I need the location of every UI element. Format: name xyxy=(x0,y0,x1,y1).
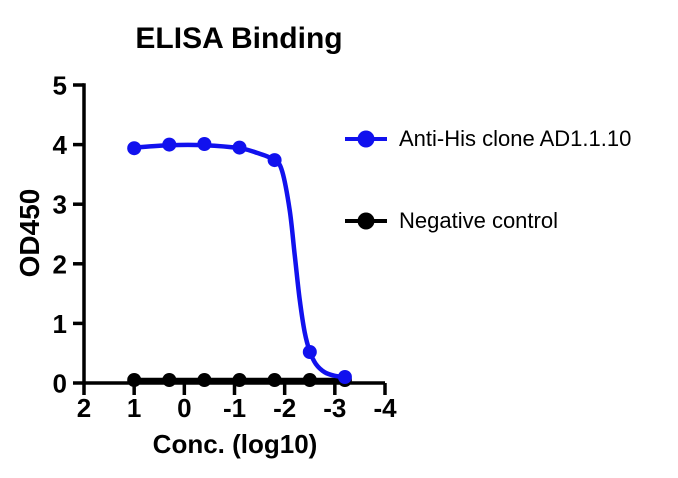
y-tick-label: 1 xyxy=(53,309,67,339)
series-0-marker xyxy=(267,153,282,168)
chart-title: ELISA Binding xyxy=(135,22,343,55)
legend-label: Anti-His clone AD1.1.10 xyxy=(399,126,632,151)
x-tick-label: 0 xyxy=(177,393,191,423)
legend-label: Negative control xyxy=(399,208,558,233)
x-tick-label: 1 xyxy=(127,393,141,423)
y-tick-label: 3 xyxy=(53,190,67,220)
series-1-marker xyxy=(127,373,142,387)
x-tick-label: -2 xyxy=(273,393,296,423)
y-tick-label: 2 xyxy=(53,249,67,279)
x-tick-label: 2 xyxy=(77,393,91,423)
series-1-marker xyxy=(162,373,177,387)
y-tick-label: 5 xyxy=(53,71,67,101)
series-0-marker xyxy=(127,141,142,156)
series-0-marker xyxy=(162,137,177,152)
x-tick-label: -3 xyxy=(323,393,346,423)
series-0-marker xyxy=(197,137,212,151)
series-1-marker xyxy=(302,373,317,387)
legend-item-negative-control: Negative control xyxy=(344,207,558,235)
axis-line xyxy=(82,83,385,385)
series-1-marker xyxy=(267,373,282,387)
series-1-marker xyxy=(232,373,247,387)
legend-marker-dot xyxy=(357,130,375,148)
legend-item-anti-his: Anti-His clone AD1.1.10 xyxy=(344,125,631,153)
series-0-marker xyxy=(302,345,317,359)
series-0-marker xyxy=(337,370,352,384)
x-tick-label: -4 xyxy=(373,393,397,423)
legend-marker-dot xyxy=(357,212,375,230)
series-line-0 xyxy=(131,142,348,380)
legend-swatch xyxy=(345,212,387,230)
y-tick-label: 4 xyxy=(53,130,68,160)
x-tick-label: -1 xyxy=(223,393,246,423)
y-axis-label: OD450 xyxy=(14,188,45,278)
series-0-marker xyxy=(232,140,247,155)
x-axis-label: Conc. (log10) xyxy=(152,429,318,459)
legend-swatch xyxy=(345,130,387,148)
y-tick-label: 0 xyxy=(53,369,67,399)
series-1-marker xyxy=(197,373,212,387)
